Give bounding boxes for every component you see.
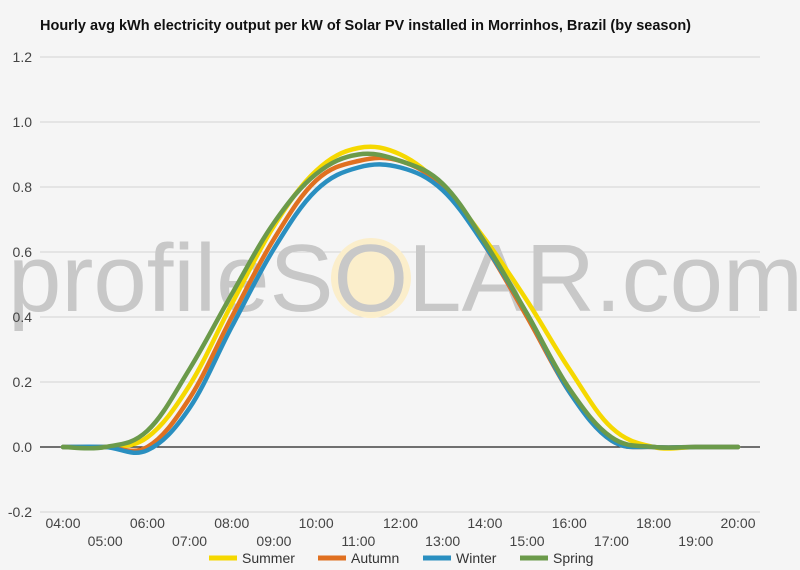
series-line-summer bbox=[60, 144, 741, 451]
y-tick-label: -0.2 bbox=[8, 504, 32, 520]
y-tick-label: 0.4 bbox=[13, 309, 33, 325]
x-tick-label: 14:00 bbox=[467, 515, 502, 531]
x-tick-label: 18:00 bbox=[636, 515, 671, 531]
x-tick-label: 12:00 bbox=[383, 515, 418, 531]
legend-label-summer: Summer bbox=[242, 550, 295, 566]
x-tick-label: 05:00 bbox=[88, 533, 123, 549]
x-tick-label: 19:00 bbox=[678, 533, 713, 549]
x-tick-label: 10:00 bbox=[299, 515, 334, 531]
y-axis: -0.2 0.0 0.2 0.4 0.6 0.8 1.0 1.2 bbox=[8, 49, 32, 520]
series-line-spring bbox=[60, 151, 741, 451]
y-tick-label: 0.6 bbox=[13, 244, 33, 260]
x-tick-label: 15:00 bbox=[510, 533, 545, 549]
watermark-text: profileSOLAR.com bbox=[8, 225, 800, 332]
x-tick-label: 04:00 bbox=[45, 515, 80, 531]
chart-title: Hourly avg kWh electricity output per kW… bbox=[40, 18, 691, 34]
x-tick-label: 16:00 bbox=[552, 515, 587, 531]
y-tick-label: 1.2 bbox=[13, 49, 33, 65]
series-lines bbox=[60, 144, 741, 456]
x-tick-label: 09:00 bbox=[256, 533, 291, 549]
x-axis: 04:00 05:00 06:00 07:00 08:00 09:00 10:00 11:00… bbox=[45, 515, 755, 549]
x-tick-label: 06:00 bbox=[130, 515, 165, 531]
legend-label-autumn: Autumn bbox=[351, 550, 399, 566]
x-tick-label: 11:00 bbox=[341, 533, 375, 549]
x-tick-label: 13:00 bbox=[425, 533, 460, 549]
y-tick-label: 0.2 bbox=[13, 374, 33, 390]
x-tick-label: 20:00 bbox=[720, 515, 755, 531]
series-line-winter bbox=[60, 162, 741, 456]
x-tick-label: 08:00 bbox=[214, 515, 249, 531]
watermark-sun-icon bbox=[331, 238, 411, 318]
legend: Summer Autumn Winter Spring bbox=[209, 550, 593, 566]
y-tick-label: 0.8 bbox=[13, 179, 33, 195]
y-tick-label: 0.0 bbox=[13, 439, 33, 455]
x-tick-label: 07:00 bbox=[172, 533, 207, 549]
y-tick-label: 1.0 bbox=[13, 114, 33, 130]
legend-label-winter: Winter bbox=[456, 550, 497, 566]
legend-label-spring: Spring bbox=[553, 550, 593, 566]
watermark: profileSOLAR.com bbox=[8, 225, 800, 332]
x-tick-label: 17:00 bbox=[594, 533, 629, 549]
